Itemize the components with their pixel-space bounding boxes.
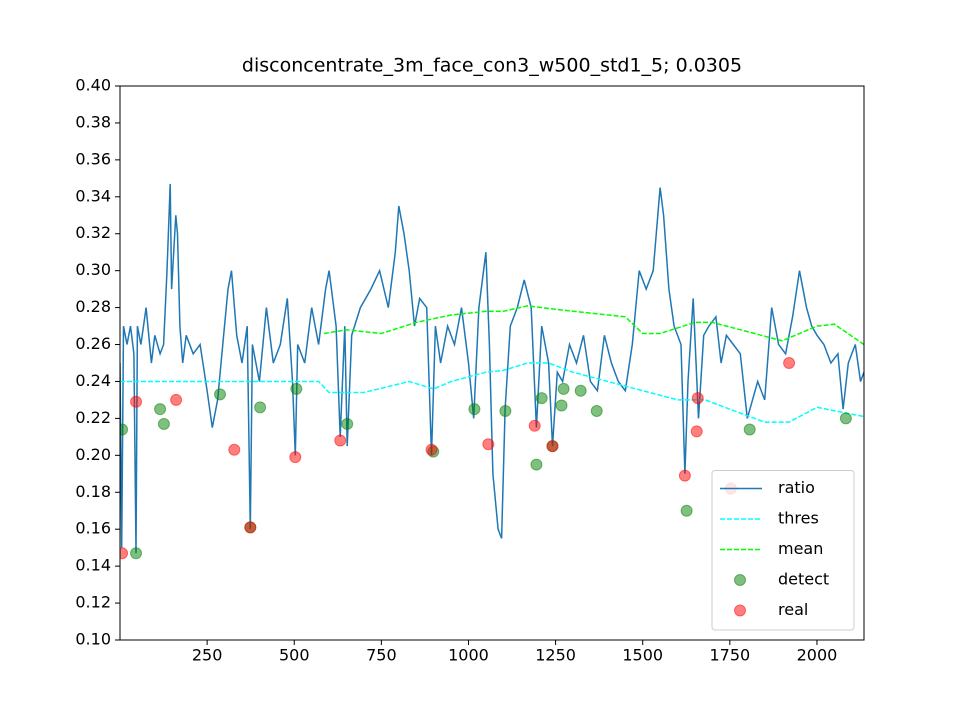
x-tick-label: 1000 — [448, 646, 489, 665]
y-tick-label: 0.28 — [75, 297, 111, 316]
legend: ratio thres mean detect real — [711, 470, 855, 631]
point — [120, 547, 129, 560]
y-tick-label: 0.32 — [75, 223, 111, 242]
point — [499, 405, 512, 418]
point — [157, 417, 170, 430]
point — [680, 504, 693, 517]
y-tick-label: 0.24 — [75, 371, 111, 390]
x-tick-label: 500 — [279, 646, 310, 665]
line — [120, 362, 864, 423]
point — [678, 469, 691, 482]
legend-label: ratio — [778, 478, 815, 497]
point — [254, 401, 267, 414]
point — [590, 405, 603, 418]
point — [130, 395, 143, 408]
point — [482, 438, 495, 451]
point — [290, 382, 303, 395]
legend-label: mean — [778, 539, 823, 558]
legend-marker — [734, 604, 746, 617]
point — [528, 419, 541, 432]
point — [170, 393, 183, 406]
line — [120, 183, 864, 554]
point — [214, 388, 227, 401]
point — [535, 392, 548, 405]
x-tick-label: 1500 — [622, 646, 663, 665]
point — [244, 521, 257, 534]
legend-marker — [734, 574, 746, 586]
point — [289, 451, 302, 464]
y-tick-label: 0.20 — [75, 445, 111, 464]
y-tick-label: 0.26 — [75, 334, 111, 353]
y-tick-label: 0.40 — [75, 76, 111, 95]
point — [690, 425, 703, 438]
line — [323, 305, 864, 346]
x-tick-label: 2000 — [797, 646, 838, 665]
point — [555, 399, 568, 412]
legend-label: real — [778, 600, 808, 619]
axes-frame — [119, 85, 865, 641]
x-tick-label: 750 — [366, 646, 397, 665]
point — [341, 417, 354, 430]
point — [130, 547, 143, 560]
point — [425, 443, 438, 456]
y-tick-label: 0.36 — [75, 149, 111, 168]
y-tick-label: 0.14 — [75, 556, 111, 575]
point — [468, 403, 481, 416]
point — [783, 357, 796, 369]
point — [334, 434, 347, 447]
point — [743, 423, 756, 436]
y-tick-label: 0.18 — [75, 482, 111, 501]
y-tick-label: 0.22 — [75, 408, 111, 427]
point — [691, 392, 704, 405]
y-tick-label: 0.38 — [75, 112, 111, 131]
y-tick-label: 0.10 — [75, 630, 111, 649]
point — [546, 440, 559, 453]
plot-area — [120, 183, 864, 560]
point — [839, 412, 852, 425]
legend-box — [711, 470, 855, 631]
point — [574, 384, 587, 397]
y-tick-label: 0.12 — [75, 593, 111, 612]
x-tick-label: 250 — [192, 646, 223, 665]
y-tick-label: 0.34 — [75, 186, 111, 205]
y-tick-label: 0.16 — [75, 519, 111, 538]
point — [228, 443, 241, 456]
legend-label: detect — [778, 570, 829, 589]
x-tick-label: 1250 — [535, 646, 576, 665]
chart-title: disconcentrate_3m_face_con3_w500_std1_5;… — [242, 55, 742, 77]
point — [120, 423, 129, 436]
x-tick-label: 1750 — [709, 646, 750, 665]
legend-label: thres — [778, 509, 819, 528]
point — [154, 403, 167, 416]
y-tick-label: 0.30 — [75, 260, 111, 279]
point — [557, 382, 570, 395]
point — [530, 458, 543, 471]
